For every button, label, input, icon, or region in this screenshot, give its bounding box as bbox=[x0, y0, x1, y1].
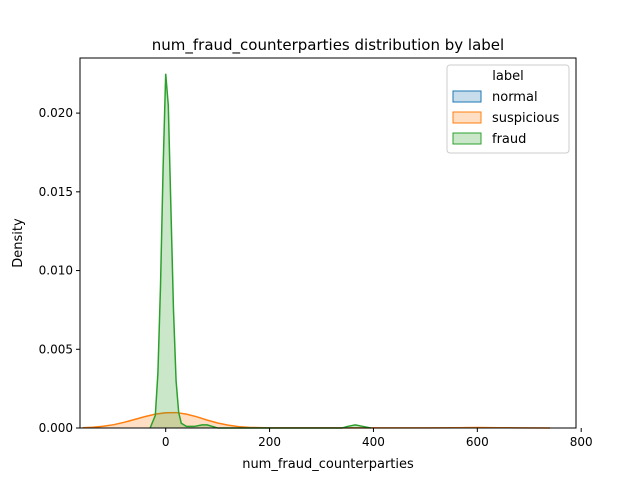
x-tick-label: 600 bbox=[466, 435, 489, 449]
y-tick-label: 0.020 bbox=[39, 106, 73, 120]
x-tick-label: 400 bbox=[362, 435, 385, 449]
x-tick-label: 800 bbox=[570, 435, 593, 449]
legend-frame bbox=[446, 64, 570, 154]
plot-frame bbox=[79, 57, 577, 429]
x-axis-label: num_fraud_counterparties bbox=[242, 457, 414, 472]
x-tick-label: 200 bbox=[258, 435, 281, 449]
density-area-suspicious bbox=[82, 412, 551, 428]
legend-swatch-suspicious bbox=[452, 111, 482, 124]
legend-label-suspicious: suspicious bbox=[492, 111, 560, 126]
chart-title: num_fraud_counterparties distribution by… bbox=[152, 36, 504, 55]
y-tick-label: 0.015 bbox=[39, 185, 73, 199]
y-axis-label: Density bbox=[11, 218, 26, 268]
y-tick-label: 0.000 bbox=[39, 421, 73, 435]
legend-label-fraud: fraud bbox=[492, 132, 526, 147]
legend-swatch-fraud bbox=[452, 132, 482, 145]
y-tick-label: 0.010 bbox=[39, 264, 73, 278]
legend-label-normal: normal bbox=[492, 90, 538, 105]
x-axis-ticks: 0 200 400 600 800 bbox=[162, 428, 593, 449]
legend-title: label bbox=[492, 69, 523, 84]
density-line-fraud bbox=[149, 73, 371, 429]
density-area-fraud bbox=[150, 73, 371, 429]
x-tick-label: 0 bbox=[162, 435, 170, 449]
y-tick-label: 0.005 bbox=[39, 342, 73, 356]
legend: label normal suspicious fraud bbox=[446, 64, 570, 154]
legend-swatch-normal bbox=[452, 90, 482, 103]
y-axis-ticks: 0.000 0.005 0.010 0.015 0.020 bbox=[39, 106, 80, 435]
